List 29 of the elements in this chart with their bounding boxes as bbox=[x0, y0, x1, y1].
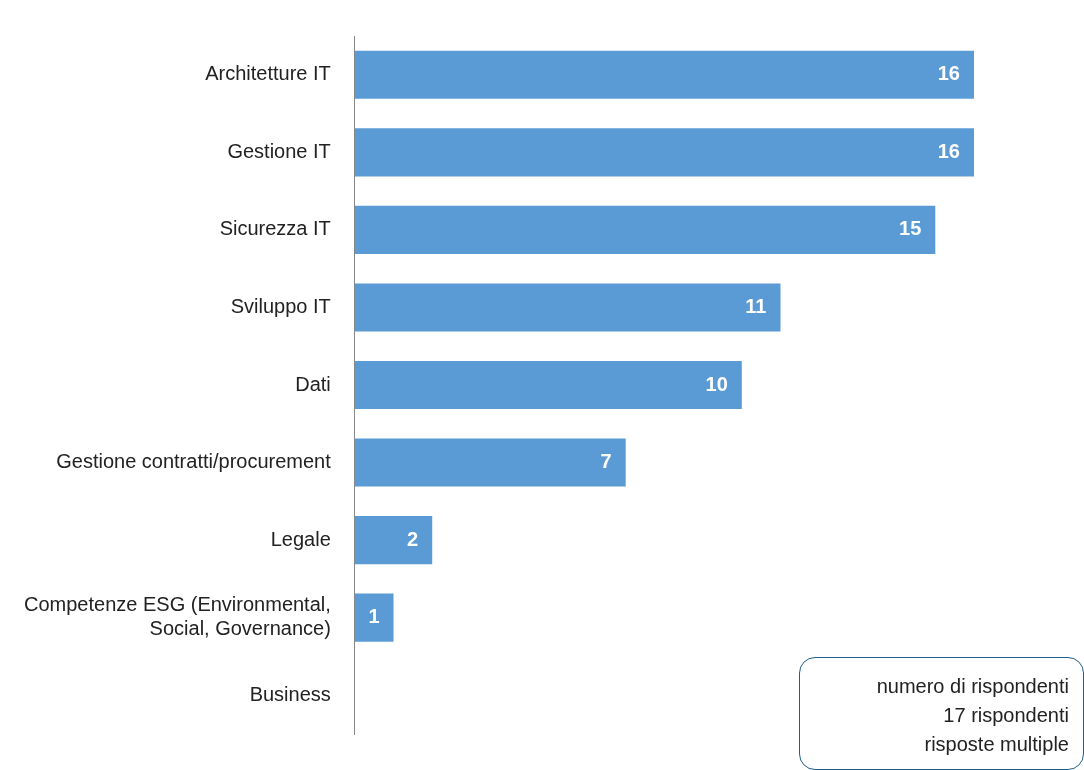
y-tick-label: Gestione contratti/procurement bbox=[56, 450, 332, 473]
data-label: 15 bbox=[899, 217, 922, 240]
y-tick-label: Legale bbox=[270, 527, 331, 550]
note-box: numero di rispondenti 17 rispondenti risposte multiple bbox=[799, 657, 1084, 770]
bar bbox=[354, 516, 433, 565]
data-label: 11 bbox=[745, 294, 767, 317]
bar bbox=[354, 50, 974, 99]
bar bbox=[354, 593, 394, 642]
bar bbox=[354, 283, 781, 332]
bar bbox=[354, 128, 974, 177]
y-tick-label: Sicurezza IT bbox=[219, 217, 331, 240]
y-tick-label: Sviluppo IT bbox=[230, 294, 331, 317]
y-tick-label: Dati bbox=[295, 372, 331, 395]
data-label: 7 bbox=[600, 450, 612, 473]
bar bbox=[354, 360, 742, 410]
y-tick-label: Competenze ESG (Environmental, Social, Governance) bbox=[23, 593, 331, 640]
annotation: numero di rispondenti bbox=[875, 674, 1069, 699]
y-tick-label: Business bbox=[249, 682, 331, 705]
data-label: 10 bbox=[705, 372, 728, 395]
data-label: 16 bbox=[937, 62, 960, 85]
data-label: 16 bbox=[937, 139, 960, 162]
bar bbox=[354, 205, 936, 254]
annotation: 17 rispondenti bbox=[942, 703, 1069, 728]
annotation: risposte multiple bbox=[923, 732, 1069, 757]
data-label: 1 bbox=[368, 605, 380, 628]
data-label: 2 bbox=[407, 527, 419, 550]
y-tick-label: Architetture IT bbox=[205, 62, 331, 85]
y-tick-label: Gestione IT bbox=[227, 139, 331, 162]
bar bbox=[354, 438, 626, 487]
